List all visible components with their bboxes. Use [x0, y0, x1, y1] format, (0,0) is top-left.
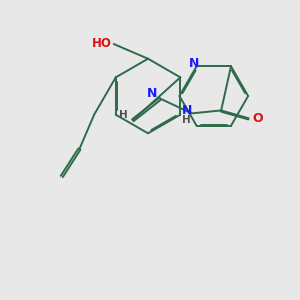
Text: N: N	[188, 57, 199, 70]
Text: N: N	[147, 87, 158, 100]
Text: H: H	[118, 110, 127, 120]
Text: N: N	[182, 104, 192, 117]
Text: O: O	[252, 112, 263, 125]
Text: HO: HO	[92, 38, 112, 50]
Text: H: H	[182, 115, 191, 125]
